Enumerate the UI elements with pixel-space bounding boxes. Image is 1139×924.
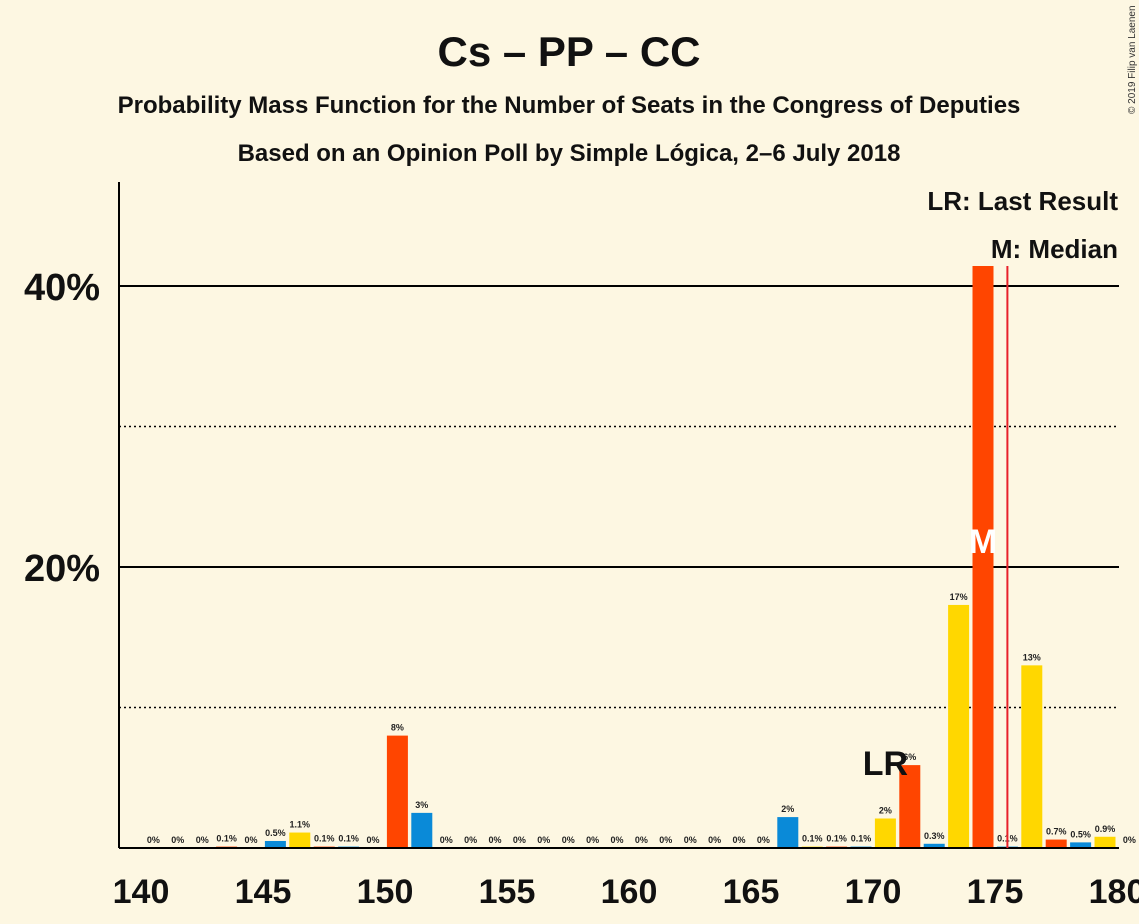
bar-seat-174 [948,604,970,848]
bar-value-label: 0% [659,835,672,845]
bar-value-label: 0% [171,835,184,845]
y-tick-label: 40% [24,267,100,309]
bar-labels: 0% 0% 0% 0.1% 0%0.5%1.1%0.1% 0.1% 0%8%3%0% 0% 0%… [147,227,1136,845]
gridlines [119,285,1119,709]
chart-subtitle-2: Based on an Opinion Poll by Simple Lógic… [238,140,901,167]
y-tick-labels: 20% 40% [24,267,100,590]
bar-value-label: 17% [950,592,968,602]
bar-seat-172 [899,765,921,848]
bar-value-label: 0% [464,835,477,845]
bar-value-label: 6% [903,752,916,762]
bar-seat-180 [1094,836,1116,848]
bar-value-label: 0% [1123,835,1136,845]
bar-value-label: 0.3% [924,831,945,841]
bar-value-label: 0% [610,835,623,845]
bar-value-label: 0.1% [314,834,335,844]
bar-value-label: 0% [488,835,501,845]
bar-value-label: 0% [635,835,648,845]
bar-value-label: 3% [415,800,428,810]
legend-median: M: Median [991,234,1118,264]
bar-value-label: 0% [537,835,550,845]
bar-seat-146 [264,840,286,848]
bar-value-label: 0.7% [1046,827,1067,837]
chart-title: Cs – PP – CC [437,28,700,75]
bar-seat-175 [972,239,994,848]
bar-seat-147 [289,832,311,848]
bar-seat-167 [777,817,799,848]
bar-value-label: 0% [684,835,697,845]
bar-value-label: 0.1% [338,834,359,844]
copyright-notice: © 2019 Filip van Laenen [1127,5,1138,114]
bar-value-label: 0% [244,835,257,845]
chart-subtitle-1: Probability Mass Function for the Number… [118,92,1021,119]
x-tick-label: 170 [845,873,902,911]
x-tick-label: 145 [235,873,292,911]
x-tick-label: 160 [601,873,658,911]
legend-last-result: LR: Last Result [927,186,1118,216]
bar-seat-178 [1045,839,1067,848]
bar-value-label: 0% [586,835,599,845]
bar-seat-173 [923,843,945,848]
bar-value-label: 0% [757,835,770,845]
bar-value-label: 1.1% [290,820,311,830]
x-tick-label: 140 [113,873,170,911]
x-tick-label: 155 [479,873,536,911]
bar-value-label: 2% [781,804,794,814]
x-tick-label: 180 [1089,873,1139,911]
y-tick-label: 20% [24,548,100,590]
bar-value-label: 0% [196,835,209,845]
bar-value-label: 0% [732,835,745,845]
x-tick-label: 165 [723,873,780,911]
bar-value-label: 0.1% [216,834,237,844]
bar-seat-171 [874,818,896,848]
bar-value-label: 0.1% [802,834,823,844]
x-tick-label: 150 [357,873,414,911]
bar-value-label: 0.5% [1070,829,1091,839]
bar-value-label: 0.5% [265,828,286,838]
bar-value-label: 0% [562,835,575,845]
legend-background [940,182,1118,266]
bar-value-label: 0.1% [851,834,872,844]
bar-value-label: 0% [708,835,721,845]
median-marker: M [969,523,997,561]
bars [216,239,1116,848]
x-tick-labels: 140 145 150 155 160 165 170 175 180 [113,873,1139,911]
bar-value-label: 0% [147,835,160,845]
bar-value-label: 2% [879,805,892,815]
bar-seat-179 [1070,842,1092,848]
bar-value-label: 13% [1023,652,1041,662]
bar-seat-152 [411,812,433,848]
bar-seat-151 [386,735,408,848]
last-result-marker: LR [863,745,908,783]
bar-value-label: 0.9% [1095,824,1116,834]
bar-value-label: 0% [513,835,526,845]
bar-value-label: 0% [440,835,453,845]
x-tick-label: 175 [967,873,1024,911]
bar-value-label: 0% [366,835,379,845]
bar-value-label: 0.1% [826,834,847,844]
bar-value-label: 8% [391,723,404,733]
bar-seat-177 [1021,665,1043,848]
